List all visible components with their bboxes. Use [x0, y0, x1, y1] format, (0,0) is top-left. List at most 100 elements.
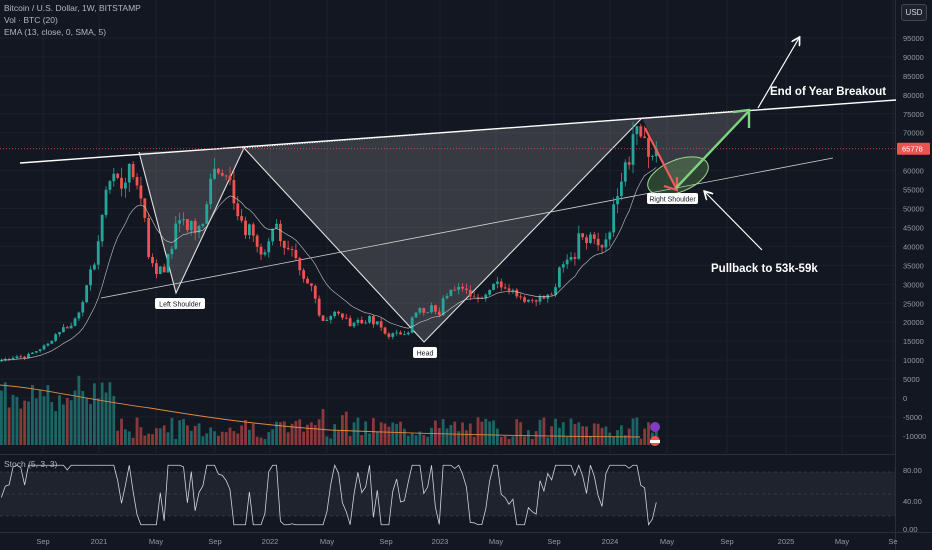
candle-body — [391, 333, 395, 337]
volume-bar — [232, 431, 236, 445]
price-tick-label: 75000 — [903, 110, 924, 119]
candle-body — [112, 173, 116, 182]
currency-button[interactable]: USD — [901, 4, 927, 21]
price-tick-label: 0 — [903, 394, 907, 403]
volume-bar — [178, 420, 182, 445]
ema-line — [1, 167, 657, 361]
time-tick-label: 2022 — [262, 537, 279, 546]
breakout-text: End of Year Breakout — [770, 86, 886, 98]
candle-body — [89, 269, 92, 286]
candle-body — [19, 356, 23, 358]
price-tick-label: 50000 — [903, 205, 924, 214]
candle-body — [279, 223, 282, 242]
candle-body — [341, 313, 344, 318]
candle-body — [224, 175, 228, 177]
candle-body — [213, 168, 216, 179]
head-box — [413, 347, 437, 358]
volume-bar — [534, 431, 538, 445]
candle-body — [15, 356, 19, 358]
candle-body — [255, 235, 259, 247]
volume-bar — [193, 425, 197, 445]
candle-body — [267, 241, 271, 253]
candle-body — [639, 126, 643, 137]
candle-body — [139, 185, 143, 199]
price-tick-label: 60000 — [903, 167, 924, 176]
candle-body — [325, 319, 329, 321]
candle-body — [538, 296, 542, 302]
flash-event-icon[interactable] — [650, 422, 660, 432]
candle-body — [457, 286, 461, 290]
volume-bar — [364, 421, 368, 445]
candle-body — [647, 137, 650, 157]
candle-body — [453, 289, 457, 291]
volume-bar — [279, 422, 282, 445]
volume-bar — [108, 382, 112, 445]
candle-body — [27, 354, 30, 359]
candle-body — [372, 316, 375, 325]
price-tick-label: 55000 — [903, 186, 924, 195]
time-tick-label: Sep — [379, 537, 392, 546]
volume-bar — [538, 419, 542, 445]
candle-body — [197, 225, 201, 233]
volume-bar — [488, 421, 492, 445]
candle-body — [310, 283, 313, 286]
volume-bar — [186, 425, 189, 445]
volume-bar — [472, 436, 476, 445]
volume-bar — [139, 427, 143, 445]
candle-body — [364, 322, 368, 324]
candle-body — [627, 162, 631, 165]
volume-bar — [503, 436, 507, 445]
volume-bar — [46, 385, 50, 445]
left-shoulder-label: Left Shoulder — [159, 301, 201, 308]
candle-body — [286, 247, 290, 249]
volume-bar — [383, 423, 387, 445]
candle-body — [108, 181, 112, 190]
volume-bar — [577, 422, 581, 445]
volume-bar — [461, 422, 464, 445]
time-tick-label: Sep — [208, 537, 221, 546]
candle-body — [352, 322, 356, 327]
vol-legend: Vol · BTC (20) — [4, 15, 58, 25]
volume-bar — [267, 431, 271, 445]
volume-bar — [42, 396, 46, 445]
price-tick-label: 90000 — [903, 53, 924, 62]
volume-bar — [403, 428, 406, 445]
volume-bar — [592, 423, 596, 445]
candle-body — [182, 218, 185, 221]
candle-body — [499, 281, 503, 288]
annotations[interactable]: Left Shoulder Head Right Shoulder End of Ye… — [155, 38, 886, 446]
volume-bar — [499, 436, 503, 445]
chart-title: Bitcoin / U.S. Dollar, 1W, BITSTAMP — [4, 3, 141, 13]
volume-bar — [348, 436, 352, 445]
volume-bar — [604, 426, 608, 445]
head-zone — [244, 118, 642, 342]
candle-body — [189, 220, 193, 231]
volume-bar — [236, 433, 240, 445]
candle-body — [81, 302, 85, 313]
candle-body — [507, 288, 511, 291]
candle-body — [651, 156, 654, 157]
volume-bar — [298, 419, 302, 445]
candle-body — [127, 164, 131, 183]
volume-bar — [647, 422, 650, 445]
candle-body — [104, 189, 108, 216]
candle-body — [368, 316, 371, 323]
candle-body — [449, 289, 453, 296]
volume-bar — [333, 424, 337, 445]
candle-body — [271, 228, 275, 242]
candle-body — [120, 177, 123, 189]
candle-body — [73, 318, 77, 326]
volume-bars — [0, 375, 658, 445]
volume-bar — [406, 435, 410, 445]
ema-polyline — [1, 167, 657, 361]
volume-bar — [395, 423, 399, 445]
volume-bar — [317, 419, 321, 445]
volume-bar — [131, 437, 135, 445]
volume-bar — [445, 428, 449, 445]
candle-body — [410, 317, 414, 333]
volume-bar — [11, 394, 15, 445]
candle-body — [561, 264, 565, 268]
candle-body — [395, 332, 399, 334]
volume-bar — [19, 408, 23, 445]
